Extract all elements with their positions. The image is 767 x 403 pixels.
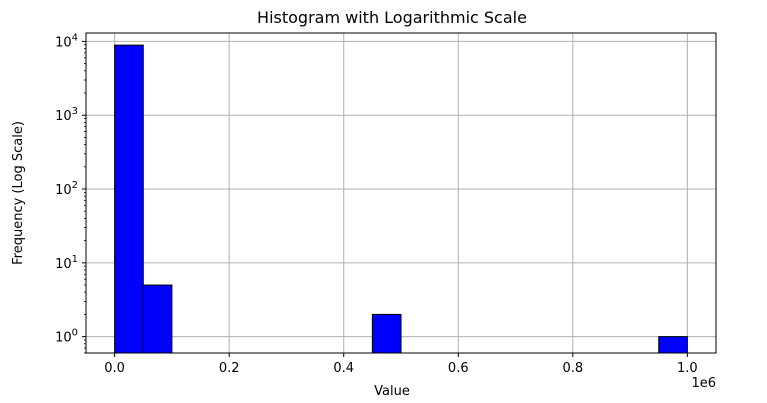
axes-frame: [85, 32, 717, 354]
y-axis-label: Frequency (Log Scale): [11, 121, 26, 265]
x-tick-label-0: 0.0: [104, 361, 125, 376]
grid-lines: [86, 33, 716, 353]
x-tick-label-3: 0.6: [448, 361, 469, 376]
histogram-bar-0: [114, 44, 144, 354]
bars-group: [114, 44, 688, 354]
histogram-bar-1: [142, 284, 173, 354]
histogram-bar-3: [658, 336, 688, 354]
histogram-bar-2: [371, 313, 402, 354]
x-axis-multiplier: 1e6: [691, 376, 716, 391]
chart-title: Histogram with Logarithmic Scale: [257, 8, 527, 27]
y-tick-label-4: 104: [55, 32, 78, 50]
x-tick-label-4: 0.8: [562, 361, 583, 376]
y-axis-ticks: 100 101 102 103 104: [55, 32, 86, 354]
x-tick-label-2: 0.4: [333, 361, 354, 376]
y-tick-label-3: 103: [55, 106, 78, 124]
x-axis-ticks: 0.0 0.2 0.4 0.6 0.8 1.0: [104, 353, 698, 376]
y-tick-label-1: 101: [55, 254, 78, 272]
x-tick-label-1: 0.2: [219, 361, 240, 376]
y-tick-label-2: 102: [55, 180, 78, 198]
x-tick-label-5: 1.0: [677, 361, 698, 376]
y-tick-label-0: 100: [55, 328, 78, 346]
x-axis-label: Value: [374, 384, 410, 399]
